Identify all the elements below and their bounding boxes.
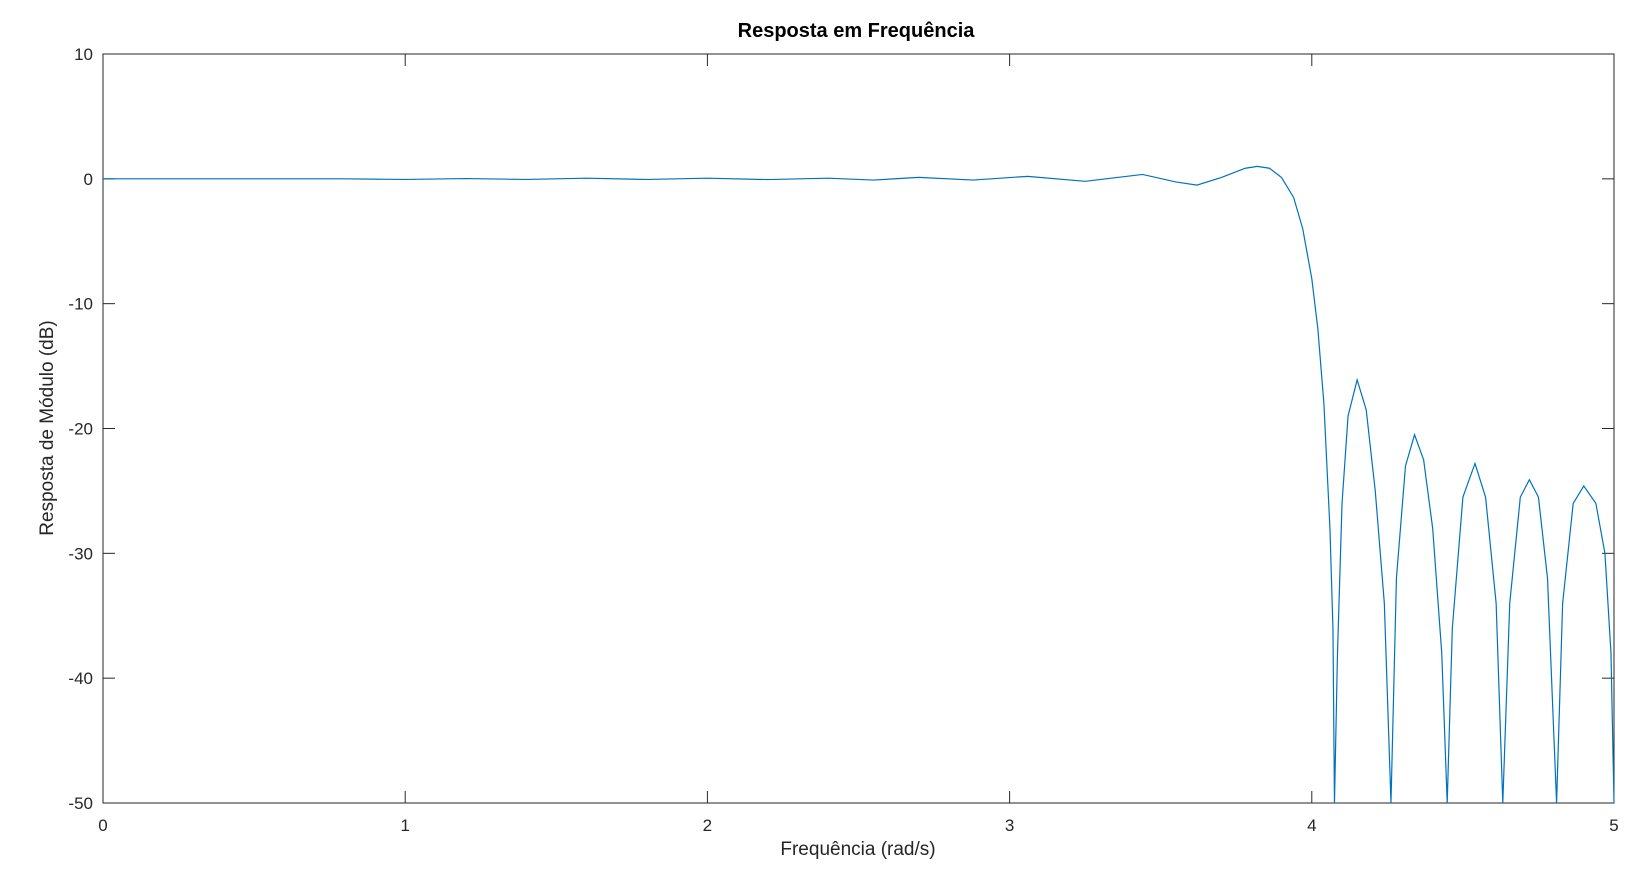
y-tick-label: 10	[74, 45, 93, 64]
y-tick-label: -10	[68, 295, 93, 314]
x-tick-label: 0	[98, 816, 107, 835]
y-tick-label: -20	[68, 420, 93, 439]
y-tick-label: -30	[68, 544, 93, 563]
y-tick-label: -50	[68, 794, 93, 813]
chart-title: Resposta em Frequência	[738, 20, 976, 42]
series-line	[103, 165, 1615, 804]
x-tick-label: 5	[1609, 816, 1618, 835]
y-axis-label: Resposta de Módulo (dB)	[37, 320, 58, 535]
y-tick-label: -40	[68, 669, 93, 688]
y-tick-labels: 10 0 -10 -20 -30 -40 -50	[68, 45, 93, 813]
x-tick-label: 2	[703, 816, 712, 835]
x-tick-label: 1	[400, 816, 409, 835]
x-tick-label: 3	[1005, 816, 1014, 835]
y-tick-label: 0	[84, 170, 93, 189]
x-axis-label: Frequência (rad/s)	[780, 839, 935, 860]
x-tick-label: 4	[1307, 816, 1316, 835]
x-tick-labels: 0 1 2 3 4 5	[98, 816, 1618, 835]
